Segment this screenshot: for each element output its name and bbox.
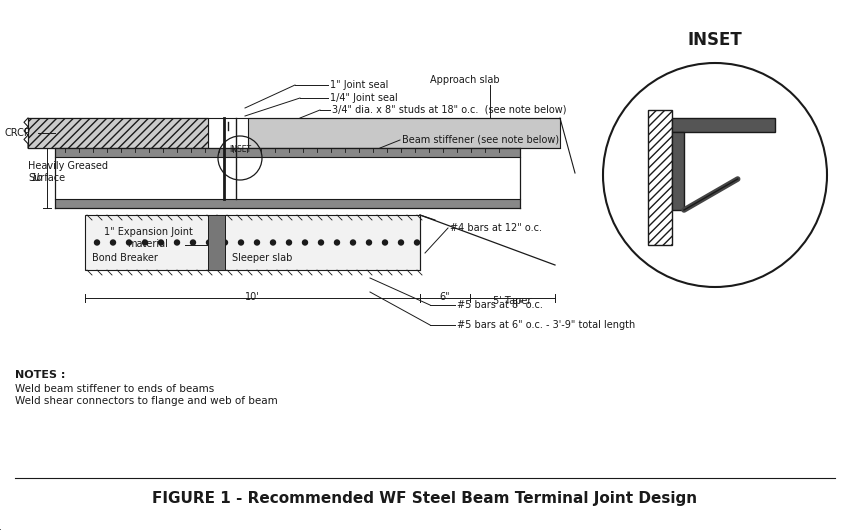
Circle shape: [174, 240, 179, 245]
Bar: [28, 118, 208, 148]
Text: Weld beam stiffener to ends of beams: Weld beam stiffener to ends of beams: [15, 384, 214, 394]
Circle shape: [366, 240, 371, 245]
Text: Bond Breaker: Bond Breaker: [92, 253, 158, 263]
Circle shape: [110, 240, 116, 245]
Text: 1/4" Joint seal: 1/4" Joint seal: [330, 93, 398, 103]
Text: Approach slab: Approach slab: [430, 75, 500, 85]
Circle shape: [94, 240, 99, 245]
Text: #5 bars at 6" o.c. - 3'-9" total length: #5 bars at 6" o.c. - 3'-9" total length: [457, 320, 635, 330]
Bar: [85, 215, 420, 270]
Circle shape: [239, 240, 243, 245]
Bar: [672, 118, 775, 132]
Circle shape: [319, 240, 324, 245]
Text: 1b: 1b: [31, 173, 43, 183]
Circle shape: [254, 240, 259, 245]
Circle shape: [382, 240, 388, 245]
Text: 4": 4": [627, 129, 641, 147]
Text: 1" Joint seal: 1" Joint seal: [330, 80, 388, 90]
Bar: [648, 110, 672, 245]
Circle shape: [223, 240, 228, 245]
Text: Beam stiffener (see note below): Beam stiffener (see note below): [402, 135, 559, 145]
Circle shape: [286, 240, 292, 245]
Bar: [55, 148, 520, 157]
Text: INSET: INSET: [688, 31, 742, 49]
Text: INSET: INSET: [229, 146, 251, 155]
Text: Sleeper slab: Sleeper slab: [232, 253, 292, 263]
Text: 3/4" dia. x 8" studs at 18" o.c.  (see note below): 3/4" dia. x 8" studs at 18" o.c. (see no…: [332, 105, 566, 115]
Circle shape: [270, 240, 275, 245]
Text: 1-1/2": 1-1/2": [698, 93, 750, 108]
Text: 1" Expansion Joint
material: 1" Expansion Joint material: [104, 227, 192, 249]
Bar: [55, 199, 520, 208]
Bar: [28, 118, 208, 148]
Text: Weld shear connectors to flange and web of beam: Weld shear connectors to flange and web …: [15, 396, 278, 406]
Circle shape: [190, 240, 196, 245]
Circle shape: [350, 240, 355, 245]
Bar: [248, 118, 560, 148]
Text: 10': 10': [245, 292, 260, 302]
Text: NOTES :: NOTES :: [15, 370, 65, 380]
Text: 30 deg.: 30 deg.: [740, 169, 777, 179]
Text: Heavily Greased
Surface: Heavily Greased Surface: [28, 161, 108, 183]
Circle shape: [127, 240, 132, 245]
Circle shape: [603, 63, 827, 287]
Bar: [672, 132, 684, 210]
Text: #5 bars at 8" o.c.: #5 bars at 8" o.c.: [457, 300, 543, 310]
Circle shape: [303, 240, 308, 245]
Text: FIGURE 1 - Recommended WF Steel Beam Terminal Joint Design: FIGURE 1 - Recommended WF Steel Beam Ter…: [152, 490, 698, 506]
Text: 5' Taper: 5' Taper: [493, 296, 532, 306]
Circle shape: [415, 240, 420, 245]
Text: 6": 6": [439, 292, 450, 302]
Circle shape: [143, 240, 148, 245]
Text: CRCP: CRCP: [5, 128, 31, 138]
Text: 2": 2": [782, 135, 796, 152]
Text: #4 bars at 12" o.c.: #4 bars at 12" o.c.: [450, 223, 542, 233]
Bar: [208, 215, 225, 270]
Circle shape: [399, 240, 404, 245]
Circle shape: [335, 240, 339, 245]
Circle shape: [158, 240, 163, 245]
Circle shape: [207, 240, 212, 245]
